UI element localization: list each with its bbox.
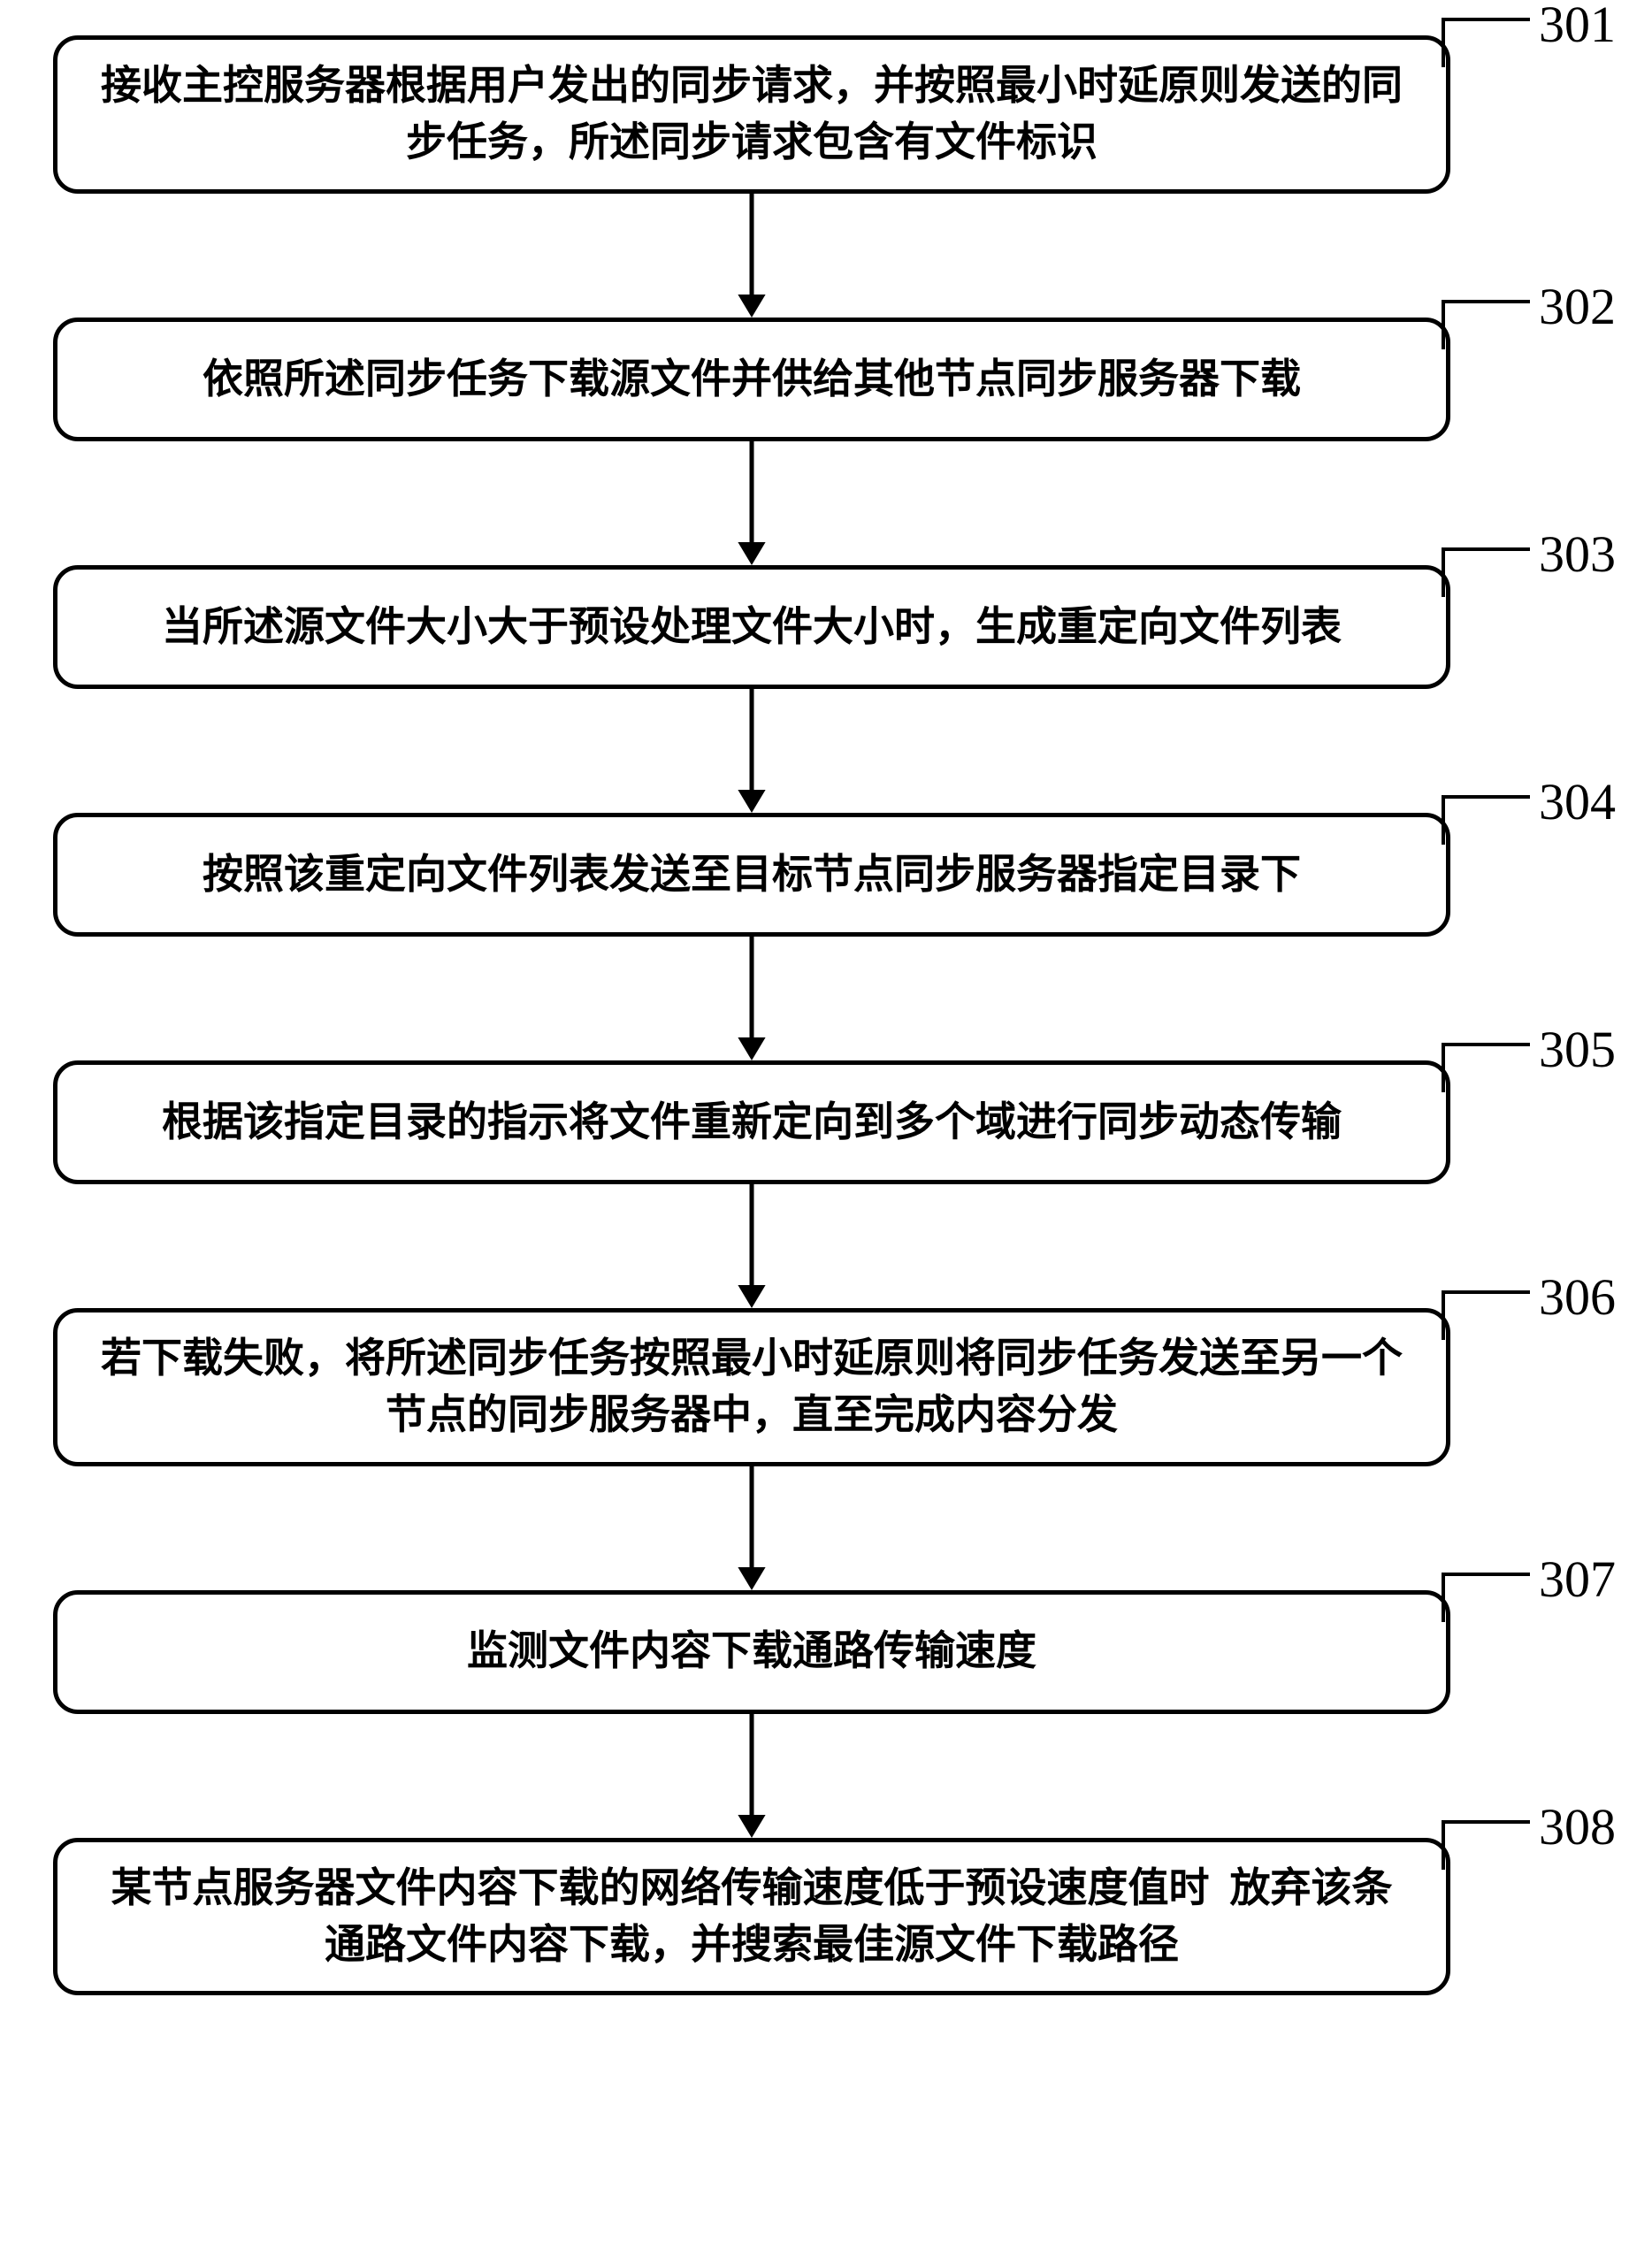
step-label: 307 — [1539, 1550, 1616, 1609]
flowchart-step: 根据该指定目录的指示将文件重新定向到多个域进行同步动态传输305 — [53, 1060, 1592, 1184]
flowchart-container: 接收主控服务器根据用户发出的同步请求，并按照最小时延原则发送的同步任务，所述同步… — [53, 35, 1592, 1995]
step-label: 304 — [1539, 772, 1616, 831]
flowchart-step-box: 监测文件内容下载通路传输速度 — [53, 1590, 1450, 1714]
flowchart-arrow — [53, 194, 1450, 318]
flowchart-step: 接收主控服务器根据用户发出的同步请求，并按照最小时延原则发送的同步任务，所述同步… — [53, 35, 1592, 194]
flowchart-arrow — [53, 1714, 1450, 1838]
flowchart-step: 依照所述同步任务下载源文件并供给其他节点同步服务器下载302 — [53, 318, 1592, 441]
arrow-down-icon — [729, 1714, 775, 1838]
flowchart-step: 监测文件内容下载通路传输速度307 — [53, 1590, 1592, 1714]
flowchart-step: 若下载失败，将所述同步任务按照最小时延原则将同步任务发送至另一个节点的同步服务器… — [53, 1308, 1592, 1466]
flowchart-step: 按照该重定向文件列表发送至目标节点同步服务器指定目录下304 — [53, 813, 1592, 937]
flowchart-arrow — [53, 1466, 1450, 1590]
step-label: 302 — [1539, 277, 1616, 336]
leader-line-icon — [1442, 1573, 1530, 1622]
leader-line-icon — [1442, 300, 1530, 349]
leader-line-icon — [1442, 1043, 1530, 1092]
leader-line-icon — [1442, 1290, 1530, 1340]
flowchart-arrow — [53, 937, 1450, 1060]
leader-line-icon — [1442, 795, 1530, 845]
arrow-down-icon — [729, 441, 775, 565]
flowchart-arrow — [53, 689, 1450, 813]
leader-line-icon — [1442, 1820, 1530, 1870]
arrow-down-icon — [729, 1466, 775, 1590]
arrow-down-icon — [729, 689, 775, 813]
flowchart-step-box: 按照该重定向文件列表发送至目标节点同步服务器指定目录下 — [53, 813, 1450, 937]
leader-line-icon — [1442, 547, 1530, 597]
flowchart-arrow — [53, 441, 1450, 565]
step-label: 303 — [1539, 524, 1616, 584]
flowchart-step: 当所述源文件大小大于预设处理文件大小时，生成重定向文件列表303 — [53, 565, 1592, 689]
flowchart-step-box: 某节点服务器文件内容下载的网络传输速度低于预设速度值时 放弃该条通路文件内容下载… — [53, 1838, 1450, 1996]
arrow-down-icon — [729, 937, 775, 1060]
arrow-down-icon — [729, 194, 775, 318]
flowchart-step-box: 接收主控服务器根据用户发出的同步请求，并按照最小时延原则发送的同步任务，所述同步… — [53, 35, 1450, 194]
flowchart-step-box: 根据该指定目录的指示将文件重新定向到多个域进行同步动态传输 — [53, 1060, 1450, 1184]
step-label: 305 — [1539, 1020, 1616, 1079]
flowchart-step: 某节点服务器文件内容下载的网络传输速度低于预设速度值时 放弃该条通路文件内容下载… — [53, 1838, 1592, 1996]
step-label: 308 — [1539, 1797, 1616, 1856]
flowchart-step-box: 若下载失败，将所述同步任务按照最小时延原则将同步任务发送至另一个节点的同步服务器… — [53, 1308, 1450, 1466]
flowchart-step-box: 依照所述同步任务下载源文件并供给其他节点同步服务器下载 — [53, 318, 1450, 441]
flowchart-arrow — [53, 1184, 1450, 1308]
leader-line-icon — [1442, 18, 1530, 67]
step-label: 301 — [1539, 0, 1616, 54]
step-label: 306 — [1539, 1267, 1616, 1327]
flowchart-step-box: 当所述源文件大小大于预设处理文件大小时，生成重定向文件列表 — [53, 565, 1450, 689]
arrow-down-icon — [729, 1184, 775, 1308]
